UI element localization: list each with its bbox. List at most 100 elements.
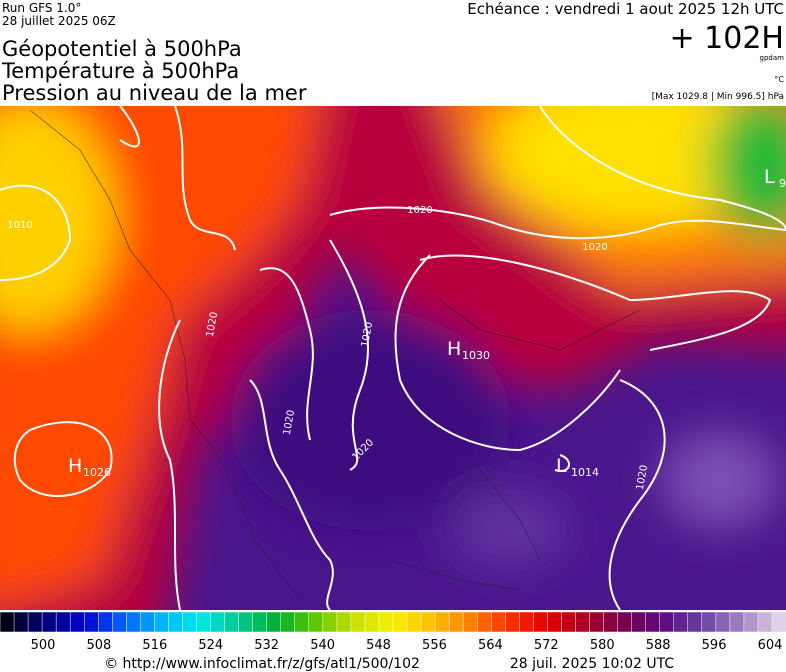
color-swatch (210, 611, 226, 633)
colorbar-tick-label: 564 (478, 638, 503, 653)
color-swatch (505, 611, 521, 633)
color-swatch (533, 611, 549, 633)
pressure-value: 1026 (83, 466, 111, 479)
color-swatch (182, 611, 198, 633)
color-swatch (350, 611, 366, 633)
color-swatch (519, 611, 535, 633)
isobar-label: 1020 (582, 242, 607, 253)
colorbar-tick-label: 524 (198, 638, 223, 653)
colorbar-tick-label: 508 (87, 638, 112, 653)
color-swatch (547, 611, 563, 633)
colorbar-tick-label: 604 (758, 638, 783, 653)
color-swatch (589, 611, 605, 633)
color-swatch (112, 611, 128, 633)
source-url: © http://www.infoclimat.fr/z/gfs/atl1/50… (104, 656, 420, 672)
colorbar-tick-label: 516 (142, 638, 167, 653)
color-swatch (140, 611, 156, 633)
valid-time: Echéance : vendredi 1 aout 2025 12h UTC (467, 0, 784, 18)
title: Géopotentiel à 500hPa (2, 37, 242, 61)
color-swatch (729, 611, 745, 633)
colorbar: 500 508 516 524 532 540 548 556 564 572 580 588 596 6… (0, 611, 786, 653)
color-swatch (448, 611, 464, 633)
color-swatch (83, 611, 100, 633)
color-swatch (434, 611, 450, 633)
color-swatch (308, 611, 324, 633)
colorbar-tick-label: 500 (31, 638, 56, 653)
pressure-symbol: L (556, 455, 567, 477)
colorbar-tick-label: 580 (590, 638, 615, 653)
pressure-symbol: H (68, 455, 82, 477)
unit: gpdam (760, 54, 785, 62)
color-swatch (69, 611, 85, 633)
color-swatch (476, 611, 493, 633)
colorbar-tick-label: 556 (422, 638, 447, 653)
pressure-symbol: L (764, 166, 775, 188)
colorbar-tick-label: 596 (702, 638, 727, 653)
isobar-label: 1010 (7, 220, 32, 231)
map (0, 106, 786, 610)
run-date: 28 juillet 2025 06Z (2, 14, 116, 28)
pressure-value: 99 (779, 177, 786, 190)
color-swatch (280, 611, 296, 633)
color-swatch (154, 611, 170, 633)
color-swatch (168, 611, 184, 633)
colorbar-tick-label: 532 (254, 638, 279, 653)
color-swatch (98, 611, 114, 633)
color-swatch (687, 611, 703, 633)
color-swatch (126, 611, 142, 633)
color-swatch (715, 611, 731, 633)
color-swatch (631, 611, 647, 633)
isobar-label: 1020 (635, 464, 650, 491)
colorbar-tick-label: 588 (646, 638, 671, 653)
color-swatch (575, 611, 591, 633)
isobar-label: 1020 (282, 409, 297, 436)
isobar-label: 1020 (407, 205, 432, 216)
color-swatch (336, 611, 352, 633)
isobar-label: 1020 (205, 311, 220, 338)
color-swatch (771, 611, 786, 633)
timestamp: 28 juil. 2025 10:02 UTC (510, 656, 675, 672)
color-swatch (757, 611, 773, 633)
color-swatch (27, 611, 43, 633)
colorbar-tick-label: 540 (310, 638, 335, 653)
title: Température à 500hPa (1, 59, 239, 83)
color-swatch (462, 611, 478, 633)
color-swatch (420, 611, 436, 633)
title: Pression au niveau de la mer (2, 81, 307, 105)
color-swatch (392, 611, 408, 633)
colorbar-tick-label: 548 (366, 638, 391, 653)
isobar-label: 1020 (360, 321, 375, 348)
color-swatch (0, 611, 15, 633)
colorbar-tick-label: 572 (534, 638, 559, 653)
color-swatch (701, 611, 717, 633)
color-swatch (364, 611, 380, 633)
color-swatch (378, 611, 394, 633)
color-swatch (252, 611, 268, 633)
color-swatch (294, 611, 310, 633)
color-swatch (41, 611, 57, 633)
color-swatch (322, 611, 338, 633)
pressure-value: 1030 (462, 349, 490, 362)
color-swatch (55, 611, 71, 633)
color-swatch (224, 611, 240, 633)
color-swatch (659, 611, 675, 633)
color-swatch (196, 611, 212, 633)
color-swatch (13, 611, 29, 633)
color-swatch (617, 611, 633, 633)
pressure-value: 1014 (571, 466, 599, 479)
lead-time: + 102H (670, 21, 785, 56)
color-swatch (238, 611, 254, 633)
color-swatch (491, 611, 507, 633)
unit: °C (774, 75, 784, 84)
color-swatch (673, 611, 689, 633)
color-swatch (743, 611, 759, 633)
field (0, 106, 786, 610)
color-swatch (561, 611, 577, 633)
color-swatch (406, 611, 422, 633)
color-swatch (266, 611, 282, 633)
run: Run GFS 1.0° (2, 1, 81, 15)
color-swatch (603, 611, 619, 633)
pressure-symbol: H (447, 338, 461, 360)
